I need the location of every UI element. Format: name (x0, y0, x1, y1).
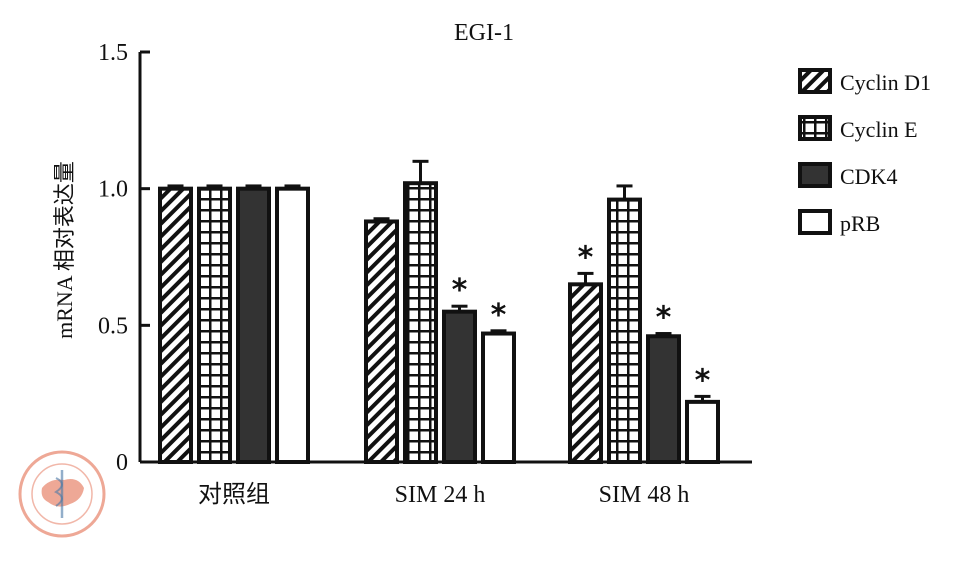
bar-cdk4 (646, 334, 681, 464)
legend-swatch (798, 115, 832, 141)
bar-prb (275, 186, 310, 465)
legend: Cyclin D1 Cyclin E CDK4 pRB (798, 68, 931, 236)
legend-swatch (798, 162, 832, 188)
y-axis-label: mRNA 相对表达量 (52, 161, 77, 339)
bar-prb (685, 399, 720, 465)
bar-cyclin-e (403, 181, 438, 464)
legend-swatch (798, 68, 832, 94)
legend-label: CDK4 (840, 164, 897, 189)
legend-swatch (798, 209, 832, 235)
y-tick-label: 1.5 (98, 40, 128, 66)
significance-marker: * (491, 298, 507, 333)
bar-prb (481, 331, 516, 464)
bar-cyclin-d1 (158, 186, 193, 465)
significance-marker: * (578, 240, 594, 275)
legend-label: Cyclin D1 (840, 70, 931, 95)
bar-cdk4 (236, 186, 271, 465)
y-tick-label: 1.0 (98, 177, 128, 203)
legend-label: Cyclin E (840, 117, 918, 142)
bar-cyclin-e (197, 186, 232, 465)
bar-cyclin-d1 (364, 219, 399, 464)
bar-cyclin-d1 (568, 282, 603, 465)
bars-group: 对照组 * * SIM 24 h * * * SIM 48 h (158, 159, 720, 508)
x-category-label: SIM 48 h (599, 482, 690, 508)
significance-marker: * (452, 273, 468, 308)
y-tick-label: 0.5 (98, 313, 128, 339)
significance-marker: * (656, 301, 672, 336)
y-tick-label: 0 (116, 450, 128, 476)
chart-title: EGI-1 (454, 20, 514, 46)
association-logo-watermark (18, 450, 106, 538)
bar-cdk4 (442, 309, 477, 464)
x-category-label: 对照组 (198, 481, 270, 508)
legend-label: pRB (840, 211, 880, 236)
x-category-label: SIM 24 h (395, 482, 486, 508)
significance-marker: * (695, 363, 711, 398)
bar-cyclin-e (607, 197, 642, 464)
